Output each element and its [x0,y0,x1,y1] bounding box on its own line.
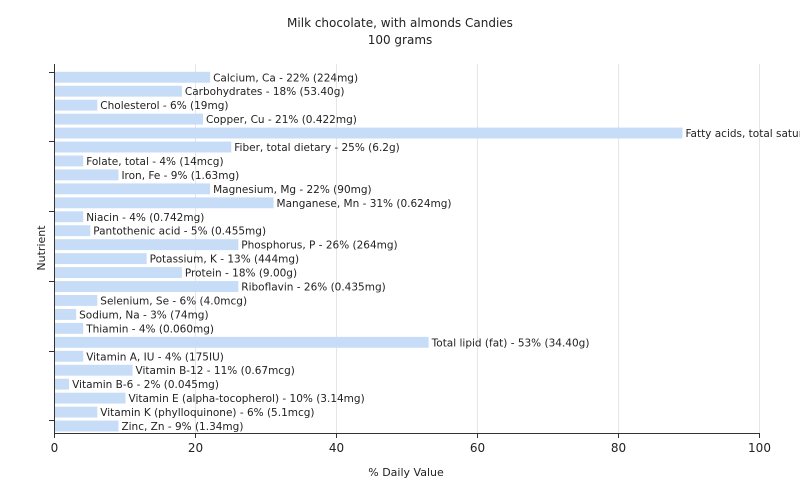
bar [55,113,204,125]
bar-label: Calcium, Ca - 22% (224mg) [213,72,358,84]
bar-label: Copper, Cu - 21% (0.422mg) [206,114,357,126]
gridlines [195,64,760,433]
bar [55,308,77,320]
x-tick-label: 0 [51,441,59,455]
bar-label: Vitamin E (alpha-tocopherol) - 10% (3.14… [129,393,365,405]
bar-label: Thiamin - 4% (0.060mg) [85,323,214,335]
bar-label: Cholesterol - 6% (19mg) [100,100,228,112]
bar [55,406,98,418]
chart-subtitle: 100 grams [368,33,433,47]
bar-label: Selenium, Se - 6% (4.0mcg) [100,295,247,307]
bar-label: Manganese, Mn - 31% (0.624mg) [277,198,452,210]
bar [55,99,98,111]
bar-label: Fatty acids, total saturated - 89% (17.7… [685,128,800,140]
bar [55,183,211,195]
bar [55,281,239,292]
bar [55,350,84,362]
bar-label: Folate, total - 4% (14mcg) [86,156,223,168]
bar-label: Pantothenic acid - 5% (0.455mg) [93,226,266,238]
bars [55,71,683,432]
bar-label: Iron, Fe - 9% (1.63mg) [121,170,239,182]
bar-label: Riboflavin - 26% (0.435mg) [241,282,385,294]
bar [55,169,119,181]
bar [55,197,274,209]
bar [55,127,683,139]
bar-label: Niacin - 4% (0.742mg) [86,212,204,224]
bar [55,392,126,404]
x-tick-label: 20 [188,441,203,455]
bar-label: Potassium, K - 13% (444mg) [150,254,300,266]
bar [55,141,232,153]
bar-label: Phosphorus, P - 26% (264mg) [241,240,397,252]
bar-label: Total lipid (fat) - 53% (34.40g) [431,337,590,349]
bar-label: Fiber, total dietary - 25% (6.2g) [234,142,399,154]
bar [55,211,84,223]
bar-label: Vitamin B-6 - 2% (0.045mg) [72,379,219,391]
bar [55,378,70,390]
chart-title: Milk chocolate, with almonds Candies [287,16,513,30]
bar-label: Protein - 18% (9.00g) [185,268,297,280]
bar [55,253,147,265]
bar-label: Zinc, Zn - 9% (1.34mg) [121,421,243,433]
bar [55,364,133,376]
axes: 0 20 40 60 80 100 [49,64,771,455]
bar-label: Carbohydrates - 18% (53.40g) [185,86,345,98]
x-axis-title: % Daily Value [368,466,444,479]
x-tick-label: 60 [470,441,485,455]
bar [55,239,239,251]
bar [55,295,98,306]
bar-label: Vitamin B-12 - 11% (0.67mcg) [136,365,295,377]
bar [55,336,429,348]
bar [55,225,91,237]
x-tick-label: 40 [329,441,344,455]
bar [55,420,119,432]
bar [55,85,182,97]
bar-label: Magnesium, Mg - 22% (90mg) [213,184,372,196]
y-axis-title: Nutrient [35,225,48,271]
bar-label: Vitamin A, IU - 4% (175IU) [86,351,224,363]
bar-label: Vitamin K (phylloquinone) - 6% (5.1mcg) [100,407,314,419]
bar [55,71,211,83]
bar-labels: Calcium, Ca - 22% (224mg) Carbohydrates -… [72,72,800,433]
x-tick-label: 100 [748,441,771,455]
bar-label: Sodium, Na - 3% (74mg) [79,309,208,321]
bar [55,155,84,167]
bar [55,322,84,334]
x-tick-label: 80 [611,441,626,455]
bar [55,267,182,279]
